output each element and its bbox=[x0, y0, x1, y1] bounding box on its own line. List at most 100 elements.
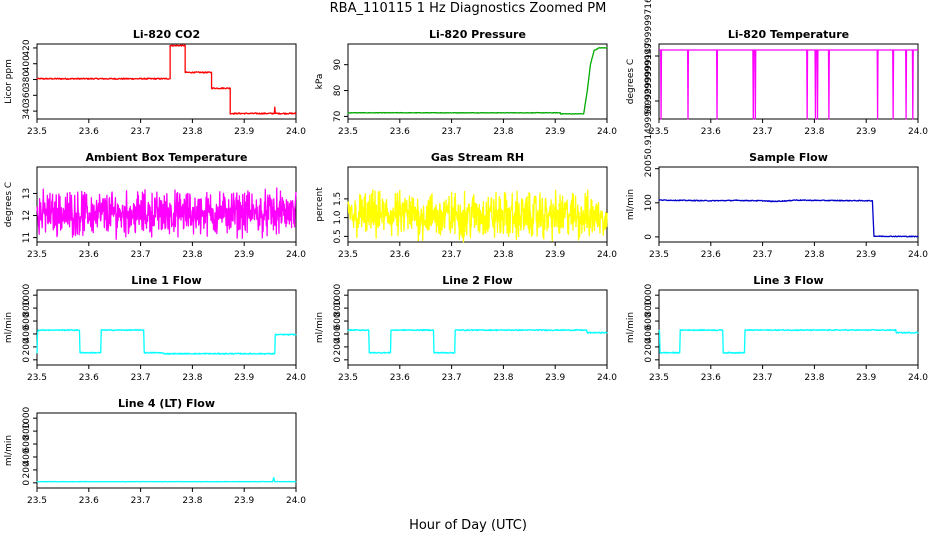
plot-frame bbox=[658, 289, 919, 366]
y-tick-label: 200 bbox=[644, 160, 654, 177]
y-tick-label: 0 bbox=[333, 357, 343, 363]
x-tick-label: 23.6 bbox=[390, 127, 410, 137]
chart-panel: Ambient Box Temperature degrees C 23.5 23.6… bbox=[4, 151, 306, 260]
y-tick-label: 0 bbox=[644, 234, 654, 240]
data-series-line bbox=[347, 47, 608, 115]
data-series-line bbox=[659, 49, 918, 120]
chart-panel: Line 3 Flow ml/min 23.5 23.6 23.7 23.8 23.9 24.… bbox=[626, 274, 928, 383]
x-tick-label: 23.6 bbox=[79, 496, 99, 506]
y-axis-label: Licor ppm bbox=[4, 59, 14, 104]
y-tick-label: 200 bbox=[22, 338, 32, 355]
x-tick-label: 23.9 bbox=[545, 127, 565, 137]
x-tick-label: 23.7 bbox=[753, 373, 773, 383]
chart-panel: Line 1 Flow ml/min 23.5 23.6 23.7 23.8 23.9 24.… bbox=[4, 274, 306, 383]
x-tick-label: 23.5 bbox=[649, 250, 669, 260]
plot-frame bbox=[347, 289, 608, 366]
y-tick-label: 400 bbox=[22, 55, 32, 72]
x-tick-label: 23.9 bbox=[545, 373, 565, 383]
x-tick-label: 24.0 bbox=[286, 496, 306, 506]
x-tick-label: 23.6 bbox=[79, 373, 99, 383]
x-tick-label: 23.9 bbox=[234, 127, 254, 137]
x-tick-label: 23.6 bbox=[390, 373, 410, 383]
y-axis-label: kPa bbox=[315, 74, 325, 90]
data-series-line bbox=[658, 328, 919, 354]
plot-frame bbox=[658, 43, 919, 120]
y-tick-label: 1000 bbox=[22, 406, 32, 429]
x-tick-label: 23.6 bbox=[390, 250, 410, 260]
x-tick-label: 23.7 bbox=[442, 127, 462, 137]
y-tick-label: 360 bbox=[22, 86, 32, 103]
data-series-line bbox=[36, 187, 297, 240]
y-tick-label: 1000 bbox=[333, 283, 343, 306]
y-tick-label: 1.0 bbox=[333, 210, 343, 225]
y-tick-label: 90 bbox=[333, 59, 343, 71]
x-tick-label: 23.6 bbox=[701, 373, 721, 383]
y-tick-label: 600 bbox=[22, 312, 32, 329]
y-tick-label: 800 bbox=[22, 422, 32, 439]
chart-title: Gas Stream RH bbox=[431, 151, 524, 164]
x-tick-label: 23.5 bbox=[338, 250, 358, 260]
plot-frame bbox=[347, 43, 608, 120]
x-tick-label: 23.9 bbox=[234, 250, 254, 260]
y-tick-label: 800 bbox=[333, 299, 343, 316]
y-tick-label: 80 bbox=[333, 85, 343, 97]
y-tick-label: 800 bbox=[644, 299, 654, 316]
y-tick-label: 400 bbox=[644, 325, 654, 342]
x-tick-label: 23.5 bbox=[338, 373, 358, 383]
data-series-line bbox=[36, 44, 297, 115]
x-tick-label: 23.5 bbox=[649, 127, 669, 137]
x-tick-label: 24.0 bbox=[908, 127, 928, 137]
x-tick-label: 24.0 bbox=[286, 250, 306, 260]
x-tick-label: 23.8 bbox=[804, 127, 824, 137]
x-tick-label: 23.9 bbox=[856, 127, 876, 137]
x-tick-label: 24.0 bbox=[908, 373, 928, 383]
x-tick-label: 23.8 bbox=[493, 373, 513, 383]
y-tick-label: 0 bbox=[22, 480, 32, 486]
y-axis-label: degrees C bbox=[4, 182, 14, 227]
chart-title: Ambient Box Temperature bbox=[86, 151, 248, 164]
y-tick-label: 0 bbox=[644, 357, 654, 363]
x-tick-label: 23.6 bbox=[79, 250, 99, 260]
y-tick-label: 0.5 bbox=[333, 229, 343, 243]
x-tick-label: 23.7 bbox=[131, 496, 151, 506]
x-tick-label: 24.0 bbox=[597, 373, 617, 383]
y-tick-label: 13 bbox=[22, 188, 32, 199]
x-tick-label: 23.7 bbox=[131, 127, 151, 137]
y-axis-label: ml/min bbox=[626, 312, 636, 343]
chart-title: Li-820 Temperature bbox=[728, 28, 849, 41]
chart-panel: Sample Flow ml/min 23.5 23.6 23.7 23.8 23.9 24.… bbox=[626, 151, 928, 260]
y-tick-label: 420 bbox=[22, 39, 32, 56]
x-tick-label: 24.0 bbox=[597, 250, 617, 260]
x-tick-label: 23.9 bbox=[856, 373, 876, 383]
y-axis-label: ml/min bbox=[4, 312, 14, 343]
x-tick-label: 23.9 bbox=[545, 250, 565, 260]
y-tick-label: 100 bbox=[644, 194, 654, 211]
y-tick-label: 200 bbox=[644, 338, 654, 355]
x-tick-label: 23.5 bbox=[27, 250, 47, 260]
x-tick-label: 23.9 bbox=[856, 250, 876, 260]
x-tick-label: 23.8 bbox=[182, 496, 202, 506]
x-tick-label: 23.5 bbox=[27, 373, 47, 383]
y-tick-label: 800 bbox=[22, 299, 32, 316]
data-series-line bbox=[347, 189, 608, 243]
x-tick-label: 23.7 bbox=[753, 250, 773, 260]
y-tick-label: 340 bbox=[22, 102, 32, 119]
x-tick-label: 23.9 bbox=[234, 373, 254, 383]
x-tick-label: 23.5 bbox=[338, 127, 358, 137]
x-tick-label: 23.8 bbox=[493, 250, 513, 260]
data-series-line bbox=[658, 199, 919, 238]
y-axis-label: percent bbox=[315, 187, 325, 222]
y-tick-label: 400 bbox=[22, 448, 32, 465]
x-tick-label: 23.9 bbox=[234, 496, 254, 506]
y-tick-label: 50.929999999999999716 bbox=[644, 0, 654, 115]
y-axis-label: ml/min bbox=[4, 435, 14, 466]
data-series-line bbox=[36, 477, 297, 483]
y-tick-label: 200 bbox=[22, 461, 32, 478]
x-tick-label: 23.8 bbox=[182, 373, 202, 383]
x-tick-label: 23.8 bbox=[182, 127, 202, 137]
y-tick-label: 400 bbox=[333, 325, 343, 342]
x-tick-label: 23.8 bbox=[493, 127, 513, 137]
figure-title: RBA_110115 1 Hz Diagnostics Zoomed PM bbox=[329, 1, 607, 16]
plot-frame bbox=[36, 412, 297, 489]
chart-title: Line 1 Flow bbox=[131, 274, 201, 287]
